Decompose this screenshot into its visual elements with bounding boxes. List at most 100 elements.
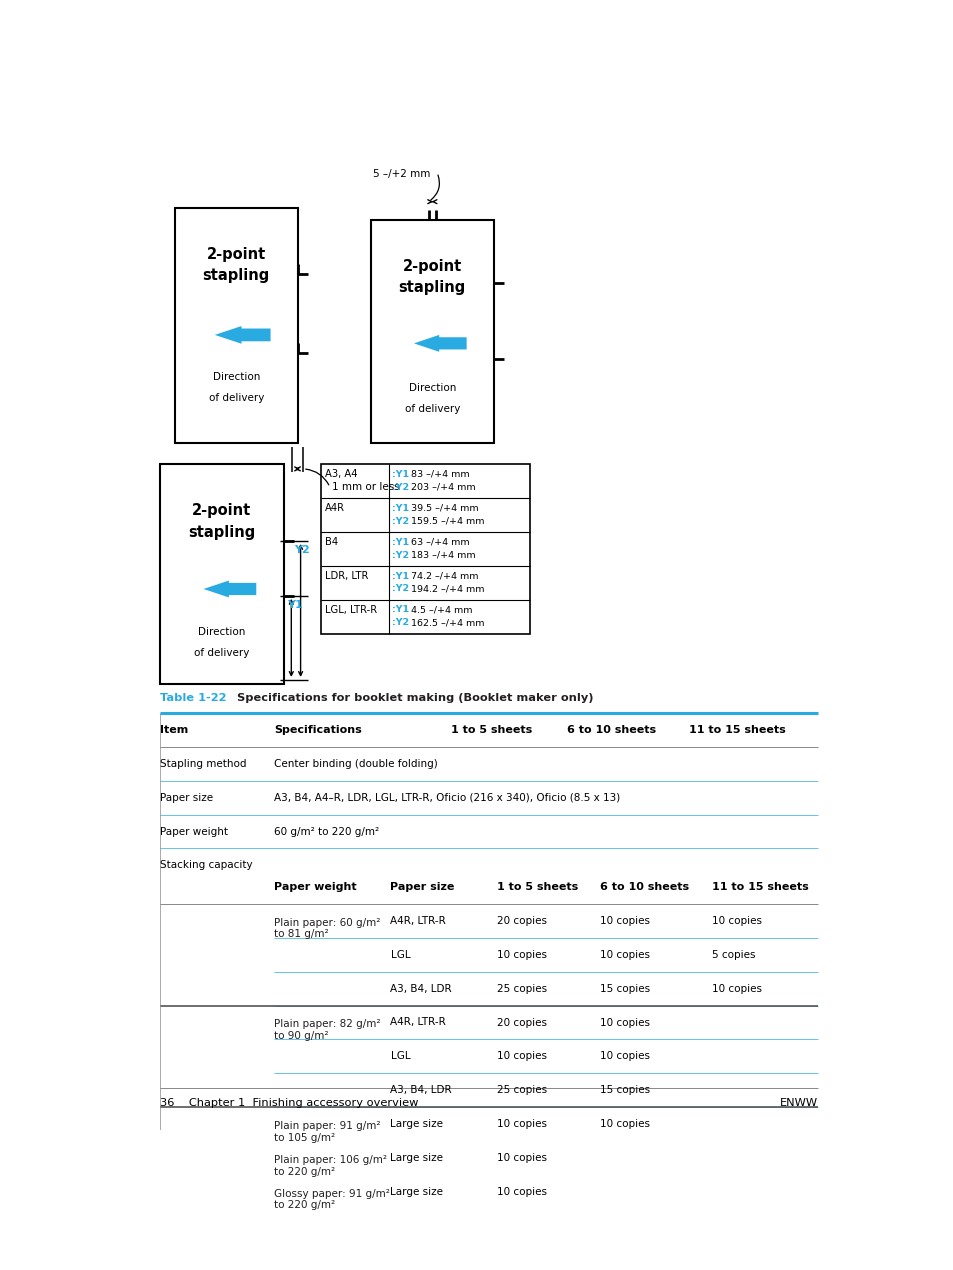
- Text: LDR, LTR: LDR, LTR: [325, 572, 369, 582]
- Text: of delivery: of delivery: [209, 392, 264, 403]
- Text: 60 g/m² to 220 g/m²: 60 g/m² to 220 g/m²: [274, 827, 379, 837]
- Text: 5 copies: 5 copies: [711, 950, 755, 960]
- Text: 39.5 –/+4 mm: 39.5 –/+4 mm: [410, 504, 477, 513]
- Text: :Y2: :Y2: [392, 517, 409, 526]
- Text: 10 copies: 10 copies: [599, 1119, 649, 1129]
- Text: 159.5 –/+4 mm: 159.5 –/+4 mm: [410, 517, 483, 526]
- Text: 10 copies: 10 copies: [497, 950, 547, 960]
- Text: 25 copies: 25 copies: [497, 984, 547, 993]
- Text: Specifications: Specifications: [274, 725, 361, 735]
- Text: of delivery: of delivery: [193, 648, 249, 658]
- Bar: [371, 220, 493, 443]
- Text: :Y1: :Y1: [392, 504, 409, 513]
- Text: 63 –/+4 mm: 63 –/+4 mm: [410, 537, 469, 546]
- Bar: [159, 465, 283, 683]
- Text: 10 copies: 10 copies: [599, 1017, 649, 1027]
- Text: 4.5 –/+4 mm: 4.5 –/+4 mm: [410, 606, 472, 615]
- Text: 5 –/+2 mm: 5 –/+2 mm: [373, 169, 431, 179]
- Text: Stapling method: Stapling method: [159, 758, 246, 768]
- Text: 162.5 –/+4 mm: 162.5 –/+4 mm: [410, 618, 483, 627]
- Text: 10 copies: 10 copies: [599, 916, 649, 926]
- Text: Plain paper: 91 g/m²
to 105 g/m²: Plain paper: 91 g/m² to 105 g/m²: [274, 1121, 380, 1143]
- Text: Plain paper: 106 g/m²
to 220 g/m²: Plain paper: 106 g/m² to 220 g/m²: [274, 1154, 387, 1176]
- Text: 15 copies: 15 copies: [599, 1086, 649, 1095]
- Text: 36    Chapter 1  Finishing accessory overview: 36 Chapter 1 Finishing accessory overvie…: [159, 1099, 417, 1109]
- Text: LGL: LGL: [390, 1052, 410, 1062]
- Bar: [320, 465, 530, 634]
- Text: :Y1: :Y1: [392, 572, 409, 580]
- Text: :Y1: :Y1: [392, 470, 409, 479]
- Text: :Y2: :Y2: [392, 584, 409, 593]
- Text: A3, B4, A4–R, LDR, LGL, LTR-R, Oficio (216 x 340), Oficio (8.5 x 13): A3, B4, A4–R, LDR, LGL, LTR-R, Oficio (2…: [274, 792, 619, 803]
- Text: :Y2: :Y2: [392, 551, 409, 560]
- Text: stapling: stapling: [202, 268, 270, 283]
- Text: 2-point: 2-point: [207, 246, 266, 262]
- Text: 74.2 –/+4 mm: 74.2 –/+4 mm: [410, 572, 477, 580]
- Text: Large size: Large size: [390, 1187, 443, 1196]
- Text: Direction: Direction: [408, 384, 456, 392]
- Text: 11 to 15 sheets: 11 to 15 sheets: [688, 725, 785, 735]
- Text: 10 copies: 10 copies: [497, 1052, 547, 1062]
- Text: B4: B4: [325, 537, 338, 547]
- Text: Large size: Large size: [390, 1153, 443, 1163]
- Text: Y2: Y2: [294, 545, 310, 555]
- Text: :Y2: :Y2: [392, 483, 409, 491]
- Polygon shape: [414, 335, 466, 352]
- Text: Direction: Direction: [213, 372, 259, 382]
- Polygon shape: [214, 326, 271, 344]
- Bar: [174, 208, 297, 443]
- Text: Item: Item: [159, 725, 188, 735]
- Text: A4R, LTR-R: A4R, LTR-R: [390, 916, 446, 926]
- Text: Large size: Large size: [390, 1119, 443, 1129]
- Text: Center binding (double folding): Center binding (double folding): [274, 758, 437, 768]
- Text: Plain paper: 60 g/m²
to 81 g/m²: Plain paper: 60 g/m² to 81 g/m²: [274, 918, 380, 940]
- Text: Direction: Direction: [197, 627, 245, 638]
- Text: Y1: Y1: [286, 601, 302, 610]
- Text: 15 copies: 15 copies: [599, 984, 649, 993]
- Text: Table 1-22: Table 1-22: [159, 692, 226, 702]
- Text: Paper size: Paper size: [390, 881, 455, 892]
- Text: :Y1: :Y1: [392, 606, 409, 615]
- Text: Paper size: Paper size: [159, 792, 213, 803]
- Polygon shape: [203, 580, 256, 597]
- Text: 203 –/+4 mm: 203 –/+4 mm: [410, 483, 475, 491]
- Text: Glossy paper: 91 g/m²
to 220 g/m²: Glossy paper: 91 g/m² to 220 g/m²: [274, 1189, 390, 1210]
- Text: 1 to 5 sheets: 1 to 5 sheets: [497, 881, 578, 892]
- Text: 10 copies: 10 copies: [711, 984, 761, 993]
- Text: A3, B4, LDR: A3, B4, LDR: [390, 984, 452, 993]
- Text: 20 copies: 20 copies: [497, 1017, 547, 1027]
- Text: Stacking capacity: Stacking capacity: [159, 860, 252, 870]
- Text: 194.2 –/+4 mm: 194.2 –/+4 mm: [410, 584, 483, 593]
- Text: of delivery: of delivery: [404, 404, 459, 414]
- Text: 10 copies: 10 copies: [497, 1187, 547, 1196]
- Text: A4R: A4R: [325, 503, 345, 513]
- Text: Specifications for booklet making (Booklet maker only): Specifications for booklet making (Bookl…: [233, 692, 593, 702]
- Text: 10 copies: 10 copies: [599, 950, 649, 960]
- Text: Plain paper: 82 g/m²
to 90 g/m²: Plain paper: 82 g/m² to 90 g/m²: [274, 1020, 380, 1041]
- Text: Paper weight: Paper weight: [274, 881, 356, 892]
- Text: 25 copies: 25 copies: [497, 1086, 547, 1095]
- Text: 83 –/+4 mm: 83 –/+4 mm: [410, 470, 469, 479]
- Text: 6 to 10 sheets: 6 to 10 sheets: [599, 881, 688, 892]
- Text: 10 copies: 10 copies: [497, 1119, 547, 1129]
- Text: 6 to 10 sheets: 6 to 10 sheets: [567, 725, 656, 735]
- Text: stapling: stapling: [398, 281, 465, 296]
- Text: stapling: stapling: [188, 525, 254, 540]
- Text: A4R, LTR-R: A4R, LTR-R: [390, 1017, 446, 1027]
- Text: 2-point: 2-point: [402, 259, 461, 274]
- Text: 183 –/+4 mm: 183 –/+4 mm: [410, 551, 475, 560]
- Text: A3, A4: A3, A4: [325, 470, 357, 479]
- Text: LGL: LGL: [390, 950, 410, 960]
- Text: 10 copies: 10 copies: [711, 916, 761, 926]
- Text: 10 copies: 10 copies: [497, 1153, 547, 1163]
- Text: :Y1: :Y1: [392, 537, 409, 546]
- Text: LGL, LTR-R: LGL, LTR-R: [325, 605, 377, 615]
- Text: 11 to 15 sheets: 11 to 15 sheets: [711, 881, 808, 892]
- Text: 1 to 5 sheets: 1 to 5 sheets: [451, 725, 532, 735]
- Text: 20 copies: 20 copies: [497, 916, 547, 926]
- Text: :Y2: :Y2: [392, 618, 409, 627]
- Text: 2-point: 2-point: [192, 503, 251, 518]
- Text: A3, B4, LDR: A3, B4, LDR: [390, 1086, 452, 1095]
- Text: 1 mm or less: 1 mm or less: [332, 483, 399, 493]
- Text: 10 copies: 10 copies: [599, 1052, 649, 1062]
